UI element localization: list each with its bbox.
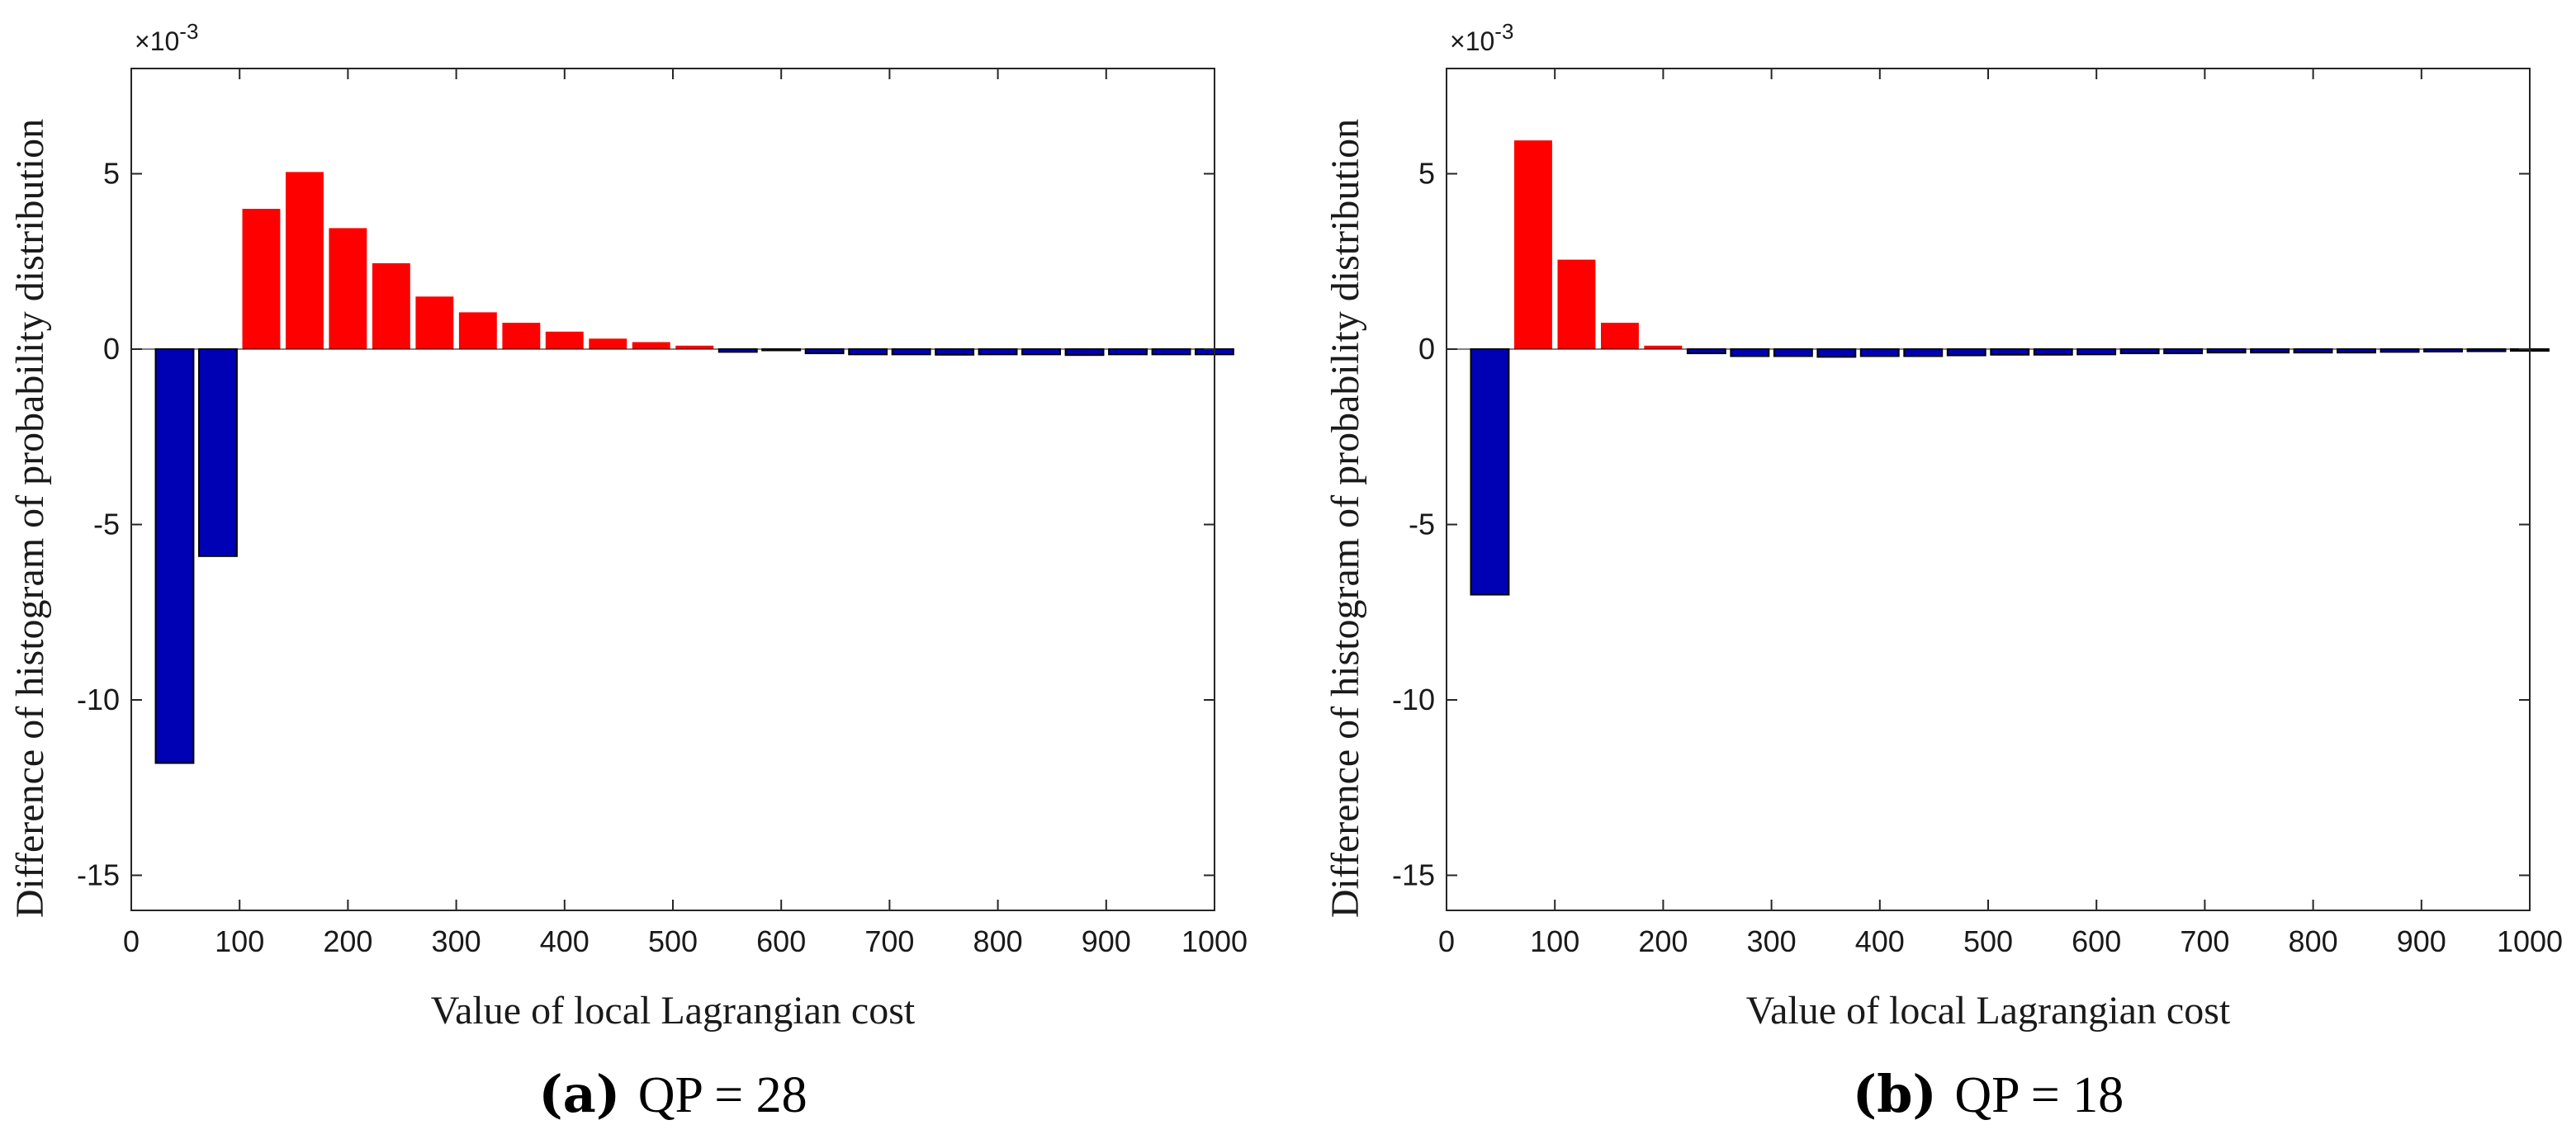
x-tick-label: 500 xyxy=(648,924,698,958)
caption-text: QP = 18 xyxy=(1954,1067,2124,1123)
bar-16 xyxy=(2119,348,2160,355)
bar-22 xyxy=(2379,348,2420,353)
bar-9 xyxy=(502,323,541,349)
bar-11 xyxy=(589,338,627,350)
x-tick-label: 1000 xyxy=(1181,924,1248,958)
bar-13 xyxy=(1990,348,2030,356)
bar-9 xyxy=(1816,348,1857,358)
bar-6 xyxy=(1686,348,1726,355)
bar-5 xyxy=(1644,345,1683,350)
x-tick-label: 0 xyxy=(123,924,140,958)
bar-12 xyxy=(1946,348,1986,357)
bar-14 xyxy=(2033,348,2073,356)
x-tick-label: 600 xyxy=(2072,924,2121,958)
x-tick-label: 200 xyxy=(1638,924,1688,958)
y-tick-label: -15 xyxy=(77,858,120,892)
bar-2 xyxy=(1514,140,1552,349)
bar-8 xyxy=(1773,348,1813,357)
bar-4 xyxy=(286,172,324,349)
bar-18 xyxy=(2206,348,2247,354)
y-tick-label: 0 xyxy=(1418,332,1435,366)
plot-area xyxy=(1447,69,2530,910)
bar-16 xyxy=(804,348,845,355)
y-tick-label: -15 xyxy=(1392,858,1435,892)
bar-1 xyxy=(154,348,195,764)
y-tick-label: -5 xyxy=(1409,508,1435,541)
bar-20 xyxy=(978,348,1018,356)
x-tick-label: 800 xyxy=(2289,924,2338,958)
bar-3 xyxy=(242,209,281,349)
x-tick-label: 500 xyxy=(1963,924,2013,958)
exponent-base: ×10 xyxy=(1450,26,1494,56)
bar-13 xyxy=(675,345,714,350)
y-axis-label: Difference of histogram of probability d… xyxy=(8,119,52,918)
x-tick-label: 100 xyxy=(1530,924,1579,958)
bar-19 xyxy=(935,348,975,356)
x-axis-label: Value of local Lagrangian cost xyxy=(1746,989,2231,1033)
x-tick-label: 400 xyxy=(540,924,590,958)
bar-11 xyxy=(1903,348,1944,357)
bar-24 xyxy=(1151,348,1191,356)
x-tick-label: 100 xyxy=(215,924,264,958)
x-axis-label: Value of local Lagrangian cost xyxy=(431,989,916,1033)
panel-caption: (a) QP = 28 xyxy=(538,1064,807,1124)
y-tick-label: -10 xyxy=(77,683,120,716)
y-tick-label: 5 xyxy=(1418,157,1435,191)
chart-panel-b: 0 100 200 300 400 500 600 700 800 900 1000 -15 -10 -5… xyxy=(1324,19,2563,1124)
bar-19 xyxy=(2250,348,2290,354)
y-exponent-label: ×10-3 xyxy=(135,19,198,56)
x-tick-label: 0 xyxy=(1438,924,1455,958)
x-tick-label: 300 xyxy=(1747,924,1797,958)
bar-17 xyxy=(2163,348,2204,355)
x-tick-label: 200 xyxy=(323,924,372,958)
x-tick-label: 900 xyxy=(2397,924,2446,958)
exponent-base: ×10 xyxy=(135,26,179,56)
bar-7 xyxy=(415,296,454,350)
bar-1 xyxy=(1470,348,1510,596)
bar-22 xyxy=(1064,348,1105,357)
exponent-power: -3 xyxy=(1494,19,1513,44)
bar-17 xyxy=(848,348,888,356)
y-exponent-label: ×10-3 xyxy=(1450,19,1513,56)
y-tick-label: 5 xyxy=(103,157,120,191)
caption-tag: (b) xyxy=(1853,1064,1955,1124)
bar-15 xyxy=(2076,348,2117,356)
bar-7 xyxy=(1730,348,1770,357)
x-tick-label: 1000 xyxy=(2497,924,2563,958)
y-tick-label: -10 xyxy=(1392,683,1435,716)
x-tick-label: 800 xyxy=(973,924,1023,958)
bar-14 xyxy=(717,348,758,353)
bar-10 xyxy=(1859,348,1900,357)
bar-20 xyxy=(2293,348,2333,354)
bar-18 xyxy=(891,348,931,356)
bar-8 xyxy=(458,312,497,349)
bar-21 xyxy=(2337,348,2377,354)
x-tick-label: 900 xyxy=(1082,924,1131,958)
bar-23 xyxy=(1108,348,1148,356)
x-tick-label: 400 xyxy=(1855,924,1905,958)
bar-6 xyxy=(372,262,410,349)
x-tick-label: 700 xyxy=(2180,924,2229,958)
y-tick-label: -5 xyxy=(93,508,120,541)
x-tick-label: 700 xyxy=(864,924,914,958)
bar-12 xyxy=(632,342,670,349)
bar-2 xyxy=(198,348,238,557)
panel-caption: (b) QP = 18 xyxy=(1853,1064,2124,1124)
bar-3 xyxy=(1557,259,1596,349)
x-tick-label: 600 xyxy=(756,924,806,958)
chart-panel-a: 0 100 200 300 400 500 600 700 800 900 1000 -15 -10 -5… xyxy=(8,19,1248,1124)
caption-tag: (a) xyxy=(538,1064,637,1124)
y-tick-label: 0 xyxy=(103,332,120,366)
caption-text: QP = 28 xyxy=(638,1067,807,1123)
x-tick-label: 300 xyxy=(432,924,481,958)
bar-21 xyxy=(1021,348,1061,356)
bar-5 xyxy=(329,228,367,349)
y-axis-label: Difference of histogram of probability d… xyxy=(1324,119,1367,918)
bar-4 xyxy=(1601,323,1639,349)
bar-10 xyxy=(545,331,584,350)
exponent-power: -3 xyxy=(179,19,198,44)
